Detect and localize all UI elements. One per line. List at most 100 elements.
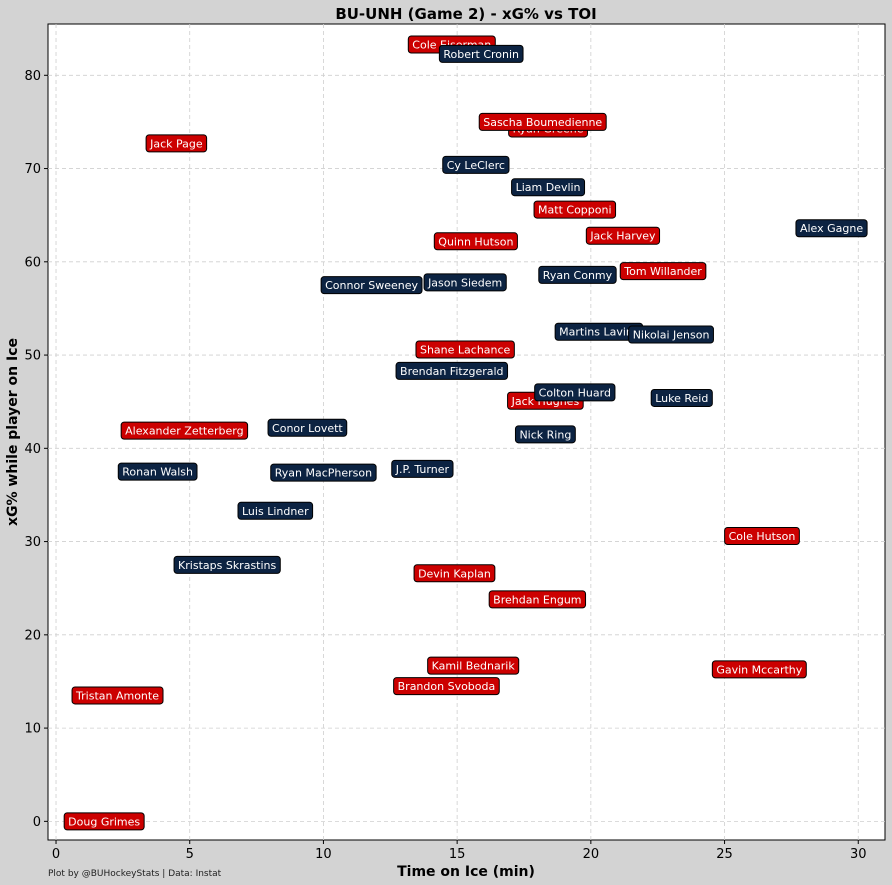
y-tick-label: 40 [24, 442, 41, 457]
data-point: Alexander Zetterberg [120, 421, 249, 440]
point-label: Brehdan Engum [493, 593, 581, 606]
y-tick-label: 20 [24, 628, 41, 643]
y-tick-label: 70 [24, 162, 41, 177]
data-point: J.P. Turner [391, 459, 454, 478]
point-label-box [71, 686, 164, 705]
y-tick-label: 30 [24, 535, 41, 550]
point-label-box [395, 361, 509, 380]
chart-title: BU-UNH (Game 2) - xG% vs TOI [335, 5, 596, 23]
data-point: Ryan MacPherson [270, 463, 377, 482]
data-point: Doug Grimes [63, 812, 145, 831]
point-label: Nikolai Jenson [633, 329, 710, 342]
x-tick-label: 30 [850, 847, 867, 862]
point-label-box [711, 660, 807, 679]
point-label: Nick Ring [519, 428, 571, 441]
point-label: Matt Copponi [538, 204, 612, 217]
grid [48, 24, 885, 840]
point-label-box [427, 656, 520, 675]
point-label: Robert Cronin [443, 48, 519, 61]
point-label: Cole Hutson [729, 530, 796, 543]
data-point: Jack Harvey [585, 226, 661, 245]
point-label: Gavin Mccarthy [716, 663, 802, 676]
data-point: Luis Lindner [237, 501, 314, 520]
y-tick-label: 10 [24, 722, 41, 737]
point-label: Brandon Svoboda [398, 680, 496, 693]
data-point: Gavin Mccarthy [711, 660, 807, 679]
point-label: Luis Lindner [242, 505, 309, 518]
point-label-box [393, 677, 500, 696]
point-label: Conor Lovett [272, 422, 343, 435]
point-label-box [724, 526, 800, 545]
data-point: Nikolai Jenson [628, 325, 714, 344]
data-point: Cy LeClerc [442, 155, 510, 174]
point-label-box [173, 555, 281, 574]
data-point: Conor Lovett [267, 418, 348, 437]
point-label-box [650, 388, 713, 407]
y-tick-label: 0 [33, 815, 41, 830]
point-label: Tom Willander [623, 265, 702, 278]
point-label-box [423, 273, 507, 292]
data-point: Cole Hutson [724, 526, 800, 545]
point-label-box [270, 463, 377, 482]
data-point: Luke Reid [650, 388, 713, 407]
point-label-box [478, 112, 607, 131]
point-label: Kristaps Skrastins [178, 559, 276, 572]
data-point: Ryan Conmy [538, 265, 617, 284]
data-point: Brehdan Engum [488, 590, 587, 609]
point-label: Alexander Zetterberg [125, 425, 243, 438]
point-label: Cy LeClerc [447, 159, 505, 172]
point-label-box [320, 276, 423, 295]
credit-text: Plot by @BUHockeyStats | Data: Instat [48, 869, 222, 879]
point-label: Luke Reid [655, 392, 708, 405]
point-label-box [415, 340, 515, 359]
x-tick-label: 25 [716, 847, 733, 862]
data-point: Liam Devlin [511, 178, 586, 197]
point-label: Brendan Fitzgerald [400, 365, 503, 378]
point-label-box [145, 134, 208, 153]
point-label-box [585, 226, 661, 245]
point-label-box [120, 421, 249, 440]
point-label-box [267, 418, 348, 437]
point-label-box [534, 383, 616, 402]
data-point: Tristan Amonte [71, 686, 164, 705]
point-label: Connor Sweeney [325, 279, 418, 292]
point-label-box [511, 178, 586, 197]
data-point: Brandon Svoboda [393, 677, 500, 696]
point-label-box [438, 44, 524, 63]
data-point: Devin Kaplan [413, 564, 496, 583]
data-point: Connor Sweeney [320, 276, 423, 295]
point-label: Kamil Bednarik [432, 660, 516, 673]
data-point: Robert Cronin [438, 44, 524, 63]
point-label: Ryan Conmy [543, 269, 613, 282]
y-tick-label: 60 [24, 255, 41, 270]
point-label: Jack Page [149, 137, 203, 150]
data-point: Tom Willander [619, 262, 707, 281]
y-tick-label: 80 [24, 69, 41, 84]
data-points: Cole EisermanRobert CroninRyan GreeneSas… [63, 35, 868, 831]
x-tick-label: 20 [583, 847, 600, 862]
axis-ticks: 0 5 10 15 20 25 30 0 10 20 30 40 50 60 70 80 [24, 69, 866, 862]
data-point: Jack Page [145, 134, 208, 153]
data-point: Alex Gagne [795, 219, 868, 238]
x-tick-label: 10 [315, 847, 332, 862]
point-label: Tristan Amonte [75, 689, 159, 702]
data-point: Colton Huard [534, 383, 616, 402]
point-label: Shane Lachance [420, 343, 511, 356]
point-label-box [533, 200, 617, 219]
point-label-box [442, 155, 510, 174]
point-label: Devin Kaplan [418, 567, 491, 580]
point-label-box [538, 265, 617, 284]
point-label: Jack Harvey [589, 230, 656, 243]
data-point: Nick Ring [514, 425, 576, 444]
point-label-box [514, 425, 576, 444]
point-label: Martins Lavins [559, 326, 639, 339]
point-label: Alex Gagne [800, 222, 863, 235]
point-label: Liam Devlin [516, 181, 581, 194]
data-point: Martins Lavins [554, 322, 644, 341]
data-point: Kristaps Skrastins [173, 555, 281, 574]
point-label: Ronan Walsh [122, 466, 193, 479]
data-point: Kamil Bednarik [427, 656, 520, 675]
point-label: Doug Grimes [68, 815, 140, 828]
x-tick-label: 5 [186, 847, 194, 862]
